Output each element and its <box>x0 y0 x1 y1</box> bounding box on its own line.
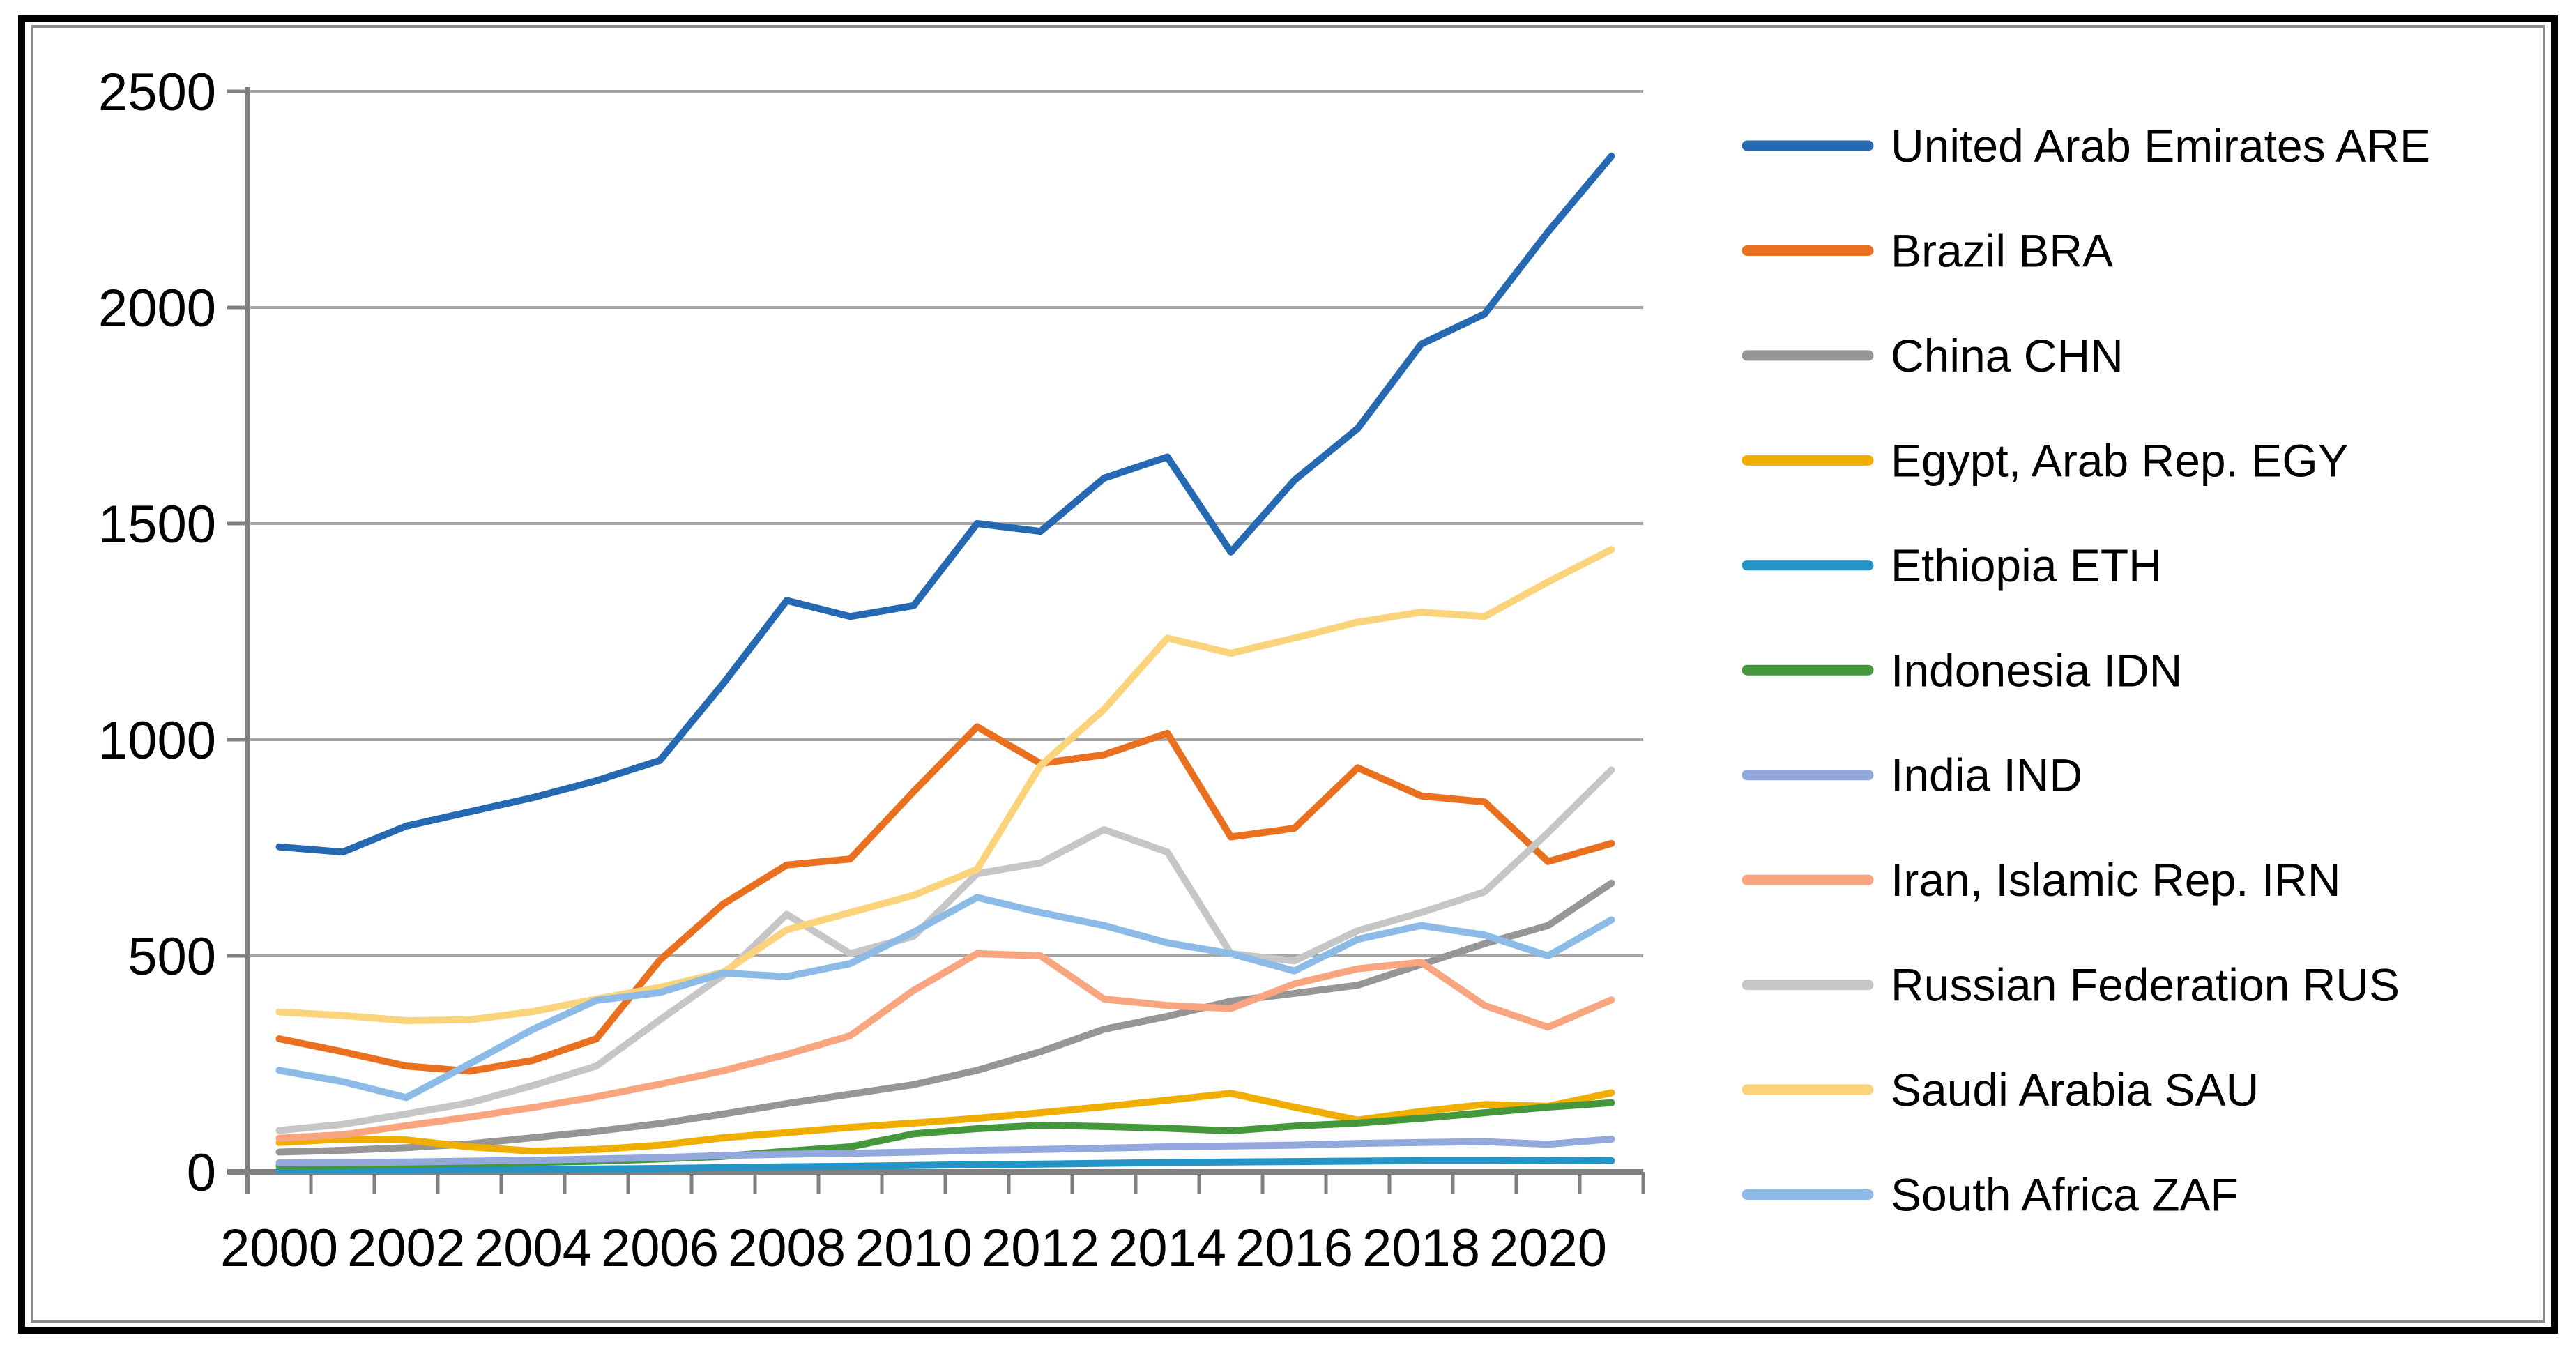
legend-item-bra: Brazil BRA <box>1742 224 2113 276</box>
x-axis-label-2000: 2000 <box>220 1219 338 1278</box>
legend-label: China CHN <box>1891 330 2124 381</box>
legend-label: Iran, Islamic Rep. IRN <box>1891 854 2341 906</box>
legend-label: Egypt, Arab Rep. EGY <box>1891 434 2349 486</box>
legend-label: Russian Federation RUS <box>1891 959 2400 1011</box>
series-line-irn <box>275 950 1615 1142</box>
y-axis-label-1500: 1500 <box>98 495 216 554</box>
legend-label: South Africa ZAF <box>1891 1169 2239 1221</box>
series-line-egy <box>275 1089 1615 1155</box>
y-axis-label-0: 0 <box>187 1143 216 1203</box>
series-line-zaf <box>275 894 1615 1102</box>
legend-label: Indonesia IDN <box>1891 644 2182 696</box>
legend-item-chn: China CHN <box>1742 330 2124 381</box>
x-axis-label-2012: 2012 <box>982 1219 1099 1278</box>
x-axis-label-2004: 2004 <box>474 1219 592 1278</box>
legend-item-zaf: South Africa ZAF <box>1742 1169 2239 1221</box>
x-axis-label-2018: 2018 <box>1362 1219 1480 1278</box>
x-axis-label-2006: 2006 <box>601 1219 719 1278</box>
legend-label: Ethiopia ETH <box>1891 540 2162 591</box>
legend-item-sau: Saudi Arabia SAU <box>1742 1064 2259 1115</box>
legend: United Arab Emirates ARE Brazil BRA China … <box>1742 120 2430 1221</box>
x-axis-label-2008: 2008 <box>728 1219 846 1278</box>
y-axis-label-2000: 2000 <box>98 279 216 338</box>
y-axis-label-500: 500 <box>128 927 216 986</box>
series-line-bra <box>275 723 1615 1075</box>
y-axis-label-1000: 1000 <box>98 711 216 770</box>
legend-item-irn: Iran, Islamic Rep. IRN <box>1742 854 2341 906</box>
series-line-are <box>275 153 1615 856</box>
legend-label: United Arab Emirates ARE <box>1891 120 2430 172</box>
x-axis-label-2010: 2010 <box>855 1219 973 1278</box>
legend-label: Brazil BRA <box>1891 224 2113 276</box>
legend-label: India IND <box>1891 749 2082 801</box>
legend-label: Saudi Arabia SAU <box>1891 1064 2259 1115</box>
x-axis-label-2014: 2014 <box>1108 1219 1226 1278</box>
x-axis-label-2002: 2002 <box>347 1219 465 1278</box>
series-line-eth <box>275 1157 1615 1173</box>
axes <box>227 87 1645 1194</box>
legend-item-rus: Russian Federation RUS <box>1742 959 2400 1011</box>
data-series <box>275 153 1615 1173</box>
legend-item-ind: India IND <box>1742 749 2082 801</box>
x-axis-label-2020: 2020 <box>1489 1219 1607 1278</box>
series-line-ind <box>275 1135 1615 1166</box>
x-axis-label-2016: 2016 <box>1235 1219 1353 1278</box>
series-line-rus <box>275 766 1615 1134</box>
legend-item-are: United Arab Emirates ARE <box>1742 120 2430 172</box>
series-line-sau <box>275 546 1615 1024</box>
legend-item-eth: Ethiopia ETH <box>1742 540 2162 591</box>
y-axis-label-2500: 2500 <box>98 63 216 122</box>
legend-item-egy: Egypt, Arab Rep. EGY <box>1742 434 2349 486</box>
series-line-chn <box>275 879 1615 1156</box>
legend-item-idn: Indonesia IDN <box>1742 644 2182 696</box>
gridlines <box>247 90 1643 957</box>
